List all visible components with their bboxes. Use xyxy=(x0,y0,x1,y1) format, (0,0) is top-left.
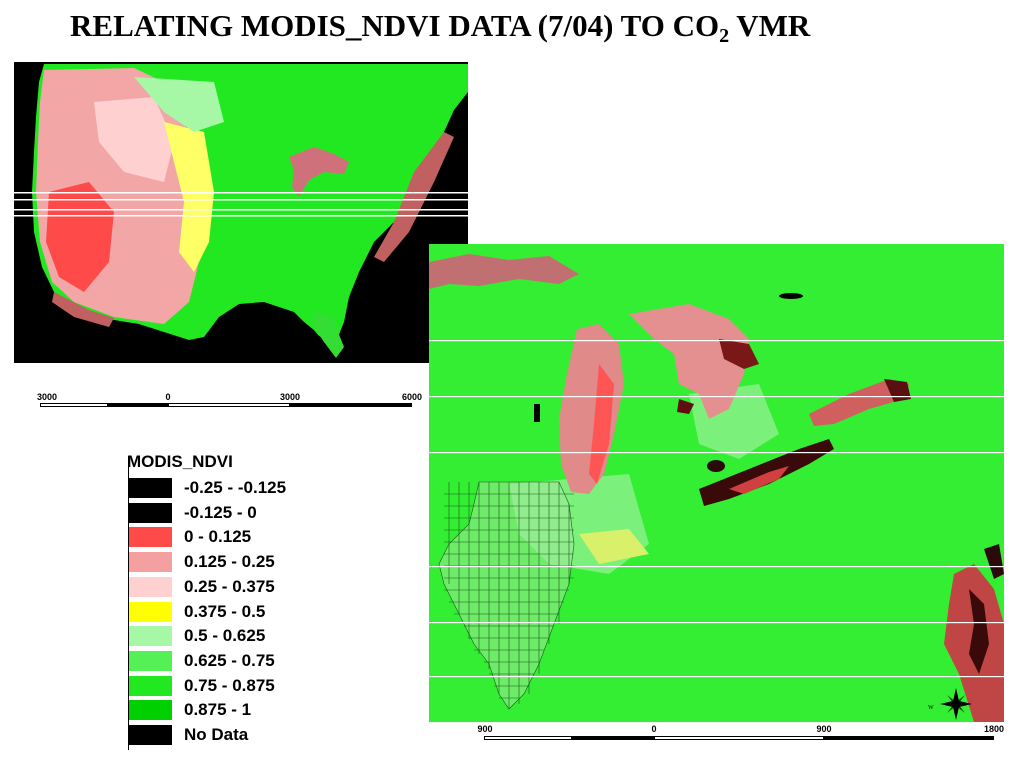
usa-scale-seg xyxy=(108,403,168,407)
lake-superior xyxy=(429,254,579,289)
legend-item: 0 - 0.125 xyxy=(129,527,307,548)
title-end: VMR xyxy=(729,8,811,43)
title-subscript: 2 xyxy=(719,25,730,47)
usa-scale-label-3: 6000 xyxy=(401,392,423,402)
lake-michigan-shore xyxy=(589,364,614,484)
lakes-scale-seg xyxy=(654,736,824,740)
usa-ndvi-map xyxy=(14,62,468,363)
legend-label: -0.125 - 0 xyxy=(184,502,257,522)
usa-east-coast xyxy=(374,132,454,262)
lake-michigan xyxy=(559,324,624,494)
lakes-scale-label-2: 900 xyxy=(816,724,832,734)
legend-label: 0 - 0.125 xyxy=(184,527,252,547)
lake-st-clair xyxy=(707,460,725,472)
legend-label: 0.25 - 0.375 xyxy=(184,576,275,596)
legend-swatch xyxy=(129,725,172,745)
legend-item: No Data xyxy=(129,725,307,745)
legend-item: 0.5 - 0.625 xyxy=(129,626,307,647)
delaware-bay xyxy=(984,544,1004,579)
lakes-scale-label-3: 1800 xyxy=(983,724,1005,734)
title-text: RELATING MODIS_NDVI DATA (7/04) TO CO xyxy=(70,8,720,43)
usa-florida xyxy=(314,312,344,358)
usa-scale-label-2: 3000 xyxy=(279,392,301,402)
usa-scale-seg xyxy=(168,403,290,407)
lakes-scale-seg xyxy=(484,736,572,740)
legend-item: -0.25 - -0.125 xyxy=(129,478,307,498)
legend-swatch xyxy=(129,601,172,622)
legend-label: No Data xyxy=(184,725,249,744)
legend-rule xyxy=(128,456,129,750)
usa-light-green xyxy=(134,77,224,132)
lakes-scalebar: 900 0 900 1800 xyxy=(477,724,1004,744)
legend-item: -0.125 - 0 xyxy=(129,502,307,523)
legend-swatch xyxy=(129,650,172,671)
lakes-yellow xyxy=(579,529,649,564)
lake-huron xyxy=(629,304,749,419)
usa-scale-label-1: 0 xyxy=(165,392,171,402)
legend-label: 0.75 - 0.875 xyxy=(184,675,275,695)
legend-label: 0.875 - 1 xyxy=(184,700,252,720)
great-lakes-ndvi-map: W S xyxy=(429,244,1004,722)
lakes-scale-label-1: 0 xyxy=(651,724,657,734)
usa-yellow-band xyxy=(164,122,214,272)
usa-southwest-coast xyxy=(52,292,114,327)
lake-huron-dark xyxy=(719,339,759,369)
usa-scale-label-0: 3000 xyxy=(36,392,58,402)
lakes-scale-seg xyxy=(824,736,994,740)
usa-great-lakes xyxy=(289,147,349,197)
legend-item: 0.375 - 0.5 xyxy=(129,601,307,622)
usa-west-pink xyxy=(94,97,174,182)
usa-gulf xyxy=(204,307,332,363)
usa-scalebar: 3000 0 3000 6000 xyxy=(36,392,423,410)
legend-title: MODIS_NDVI xyxy=(127,452,233,471)
chesapeake-dark xyxy=(969,589,989,674)
lake-ontario xyxy=(809,379,909,426)
legend-label: 0.375 - 0.5 xyxy=(184,601,266,621)
legend-swatch xyxy=(129,675,172,696)
legend-swatch xyxy=(129,700,172,721)
usa-scale-seg xyxy=(40,403,108,407)
lake-huron-bay xyxy=(677,399,694,414)
usa-scale-seg xyxy=(290,403,412,407)
legend-item: 0.25 - 0.375 xyxy=(129,576,307,597)
lakes-scale-label-0: 900 xyxy=(477,724,493,734)
small-lake-1 xyxy=(779,293,803,299)
legend-label: -0.25 - -0.125 xyxy=(184,478,287,497)
page-title: RELATING MODIS_NDVI DATA (7/04) TO CO2 V… xyxy=(70,8,970,48)
compass-w-label: W xyxy=(928,705,934,711)
legend-label: 0.5 - 0.625 xyxy=(184,626,266,646)
legend-swatch xyxy=(129,502,172,523)
legend-item: 0.75 - 0.875 xyxy=(129,675,307,696)
lakes-scale-seg xyxy=(572,736,654,740)
legend-swatch xyxy=(129,576,172,597)
small-lake-2 xyxy=(534,404,540,422)
ndvi-legend: MODIS_NDVI -0.25 - -0.125 -0.125 - 0 0 - 0… xyxy=(127,450,307,752)
legend-item: 0.875 - 1 xyxy=(129,700,307,721)
legend-swatch xyxy=(129,626,172,647)
legend-swatch xyxy=(129,552,172,573)
legend-swatch xyxy=(129,527,172,548)
legend-item: 0.125 - 0.25 xyxy=(129,552,307,573)
legend-label: 0.125 - 0.25 xyxy=(184,552,275,572)
legend-label: 0.625 - 0.75 xyxy=(184,650,275,670)
legend-swatch xyxy=(129,478,172,498)
compass-rose-icon xyxy=(940,688,972,720)
legend-item: 0.625 - 0.75 xyxy=(129,650,307,671)
lake-erie-red xyxy=(729,466,789,494)
